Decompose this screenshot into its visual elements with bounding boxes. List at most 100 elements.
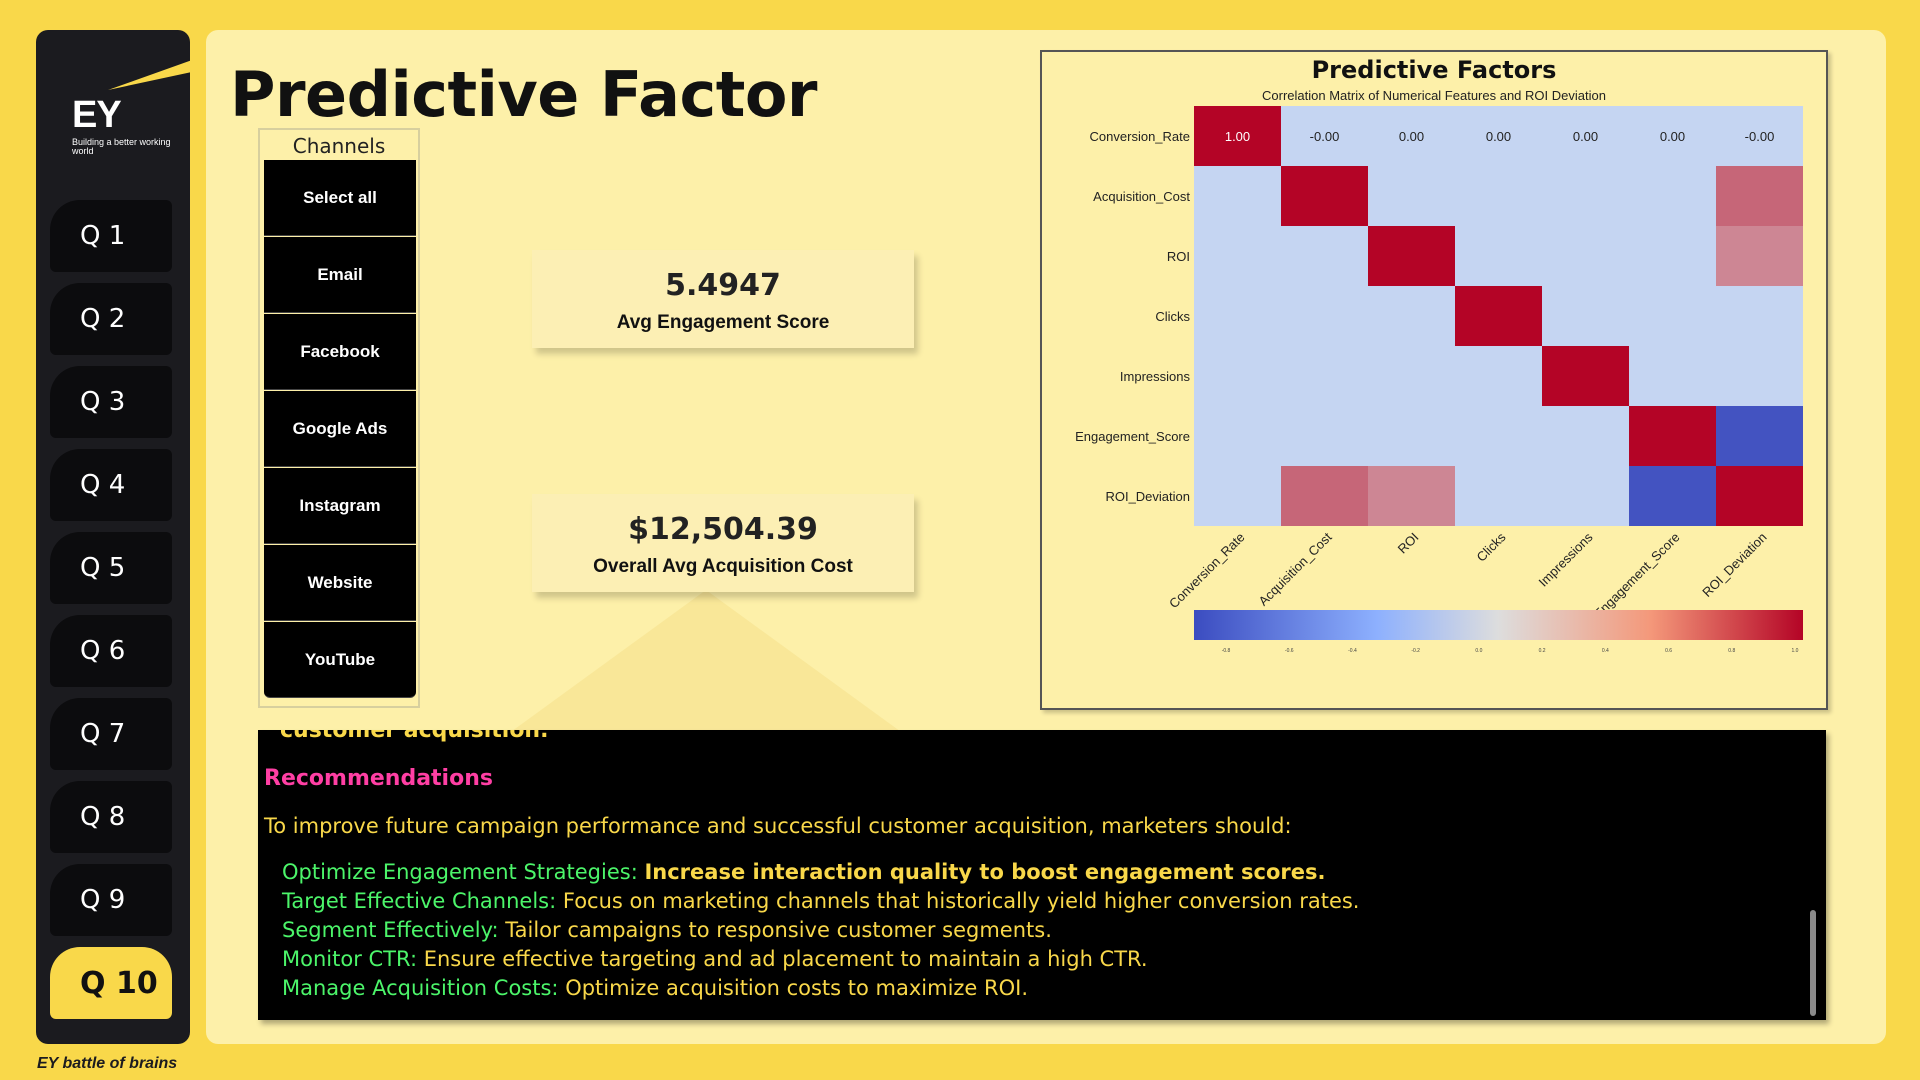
- row-label: ROI_Deviation: [1105, 489, 1190, 504]
- recommendation-text: Increase interaction quality to boost en…: [644, 860, 1326, 884]
- slicer-item-google-ads[interactable]: Google Ads: [264, 391, 416, 467]
- heatmap-cell: [1368, 106, 1455, 166]
- col-label: Acquisition_Cost: [1256, 529, 1335, 608]
- footer-tagline: EY battle of brains: [37, 1055, 178, 1072]
- heatmap-cell: [1194, 346, 1281, 406]
- heatmap-cell: [1368, 166, 1455, 226]
- cell-annotation: -0.00: [1310, 129, 1340, 144]
- heatmap-cell: [1281, 226, 1368, 286]
- nav-item-q5[interactable]: Q 5: [50, 532, 172, 604]
- heatmap-cell: [1368, 226, 1455, 286]
- slicer-item-website[interactable]: Website: [264, 545, 416, 621]
- logo-beam-icon: [108, 60, 190, 90]
- heatmap-cell: [1716, 106, 1803, 166]
- heatmap-cell: [1716, 166, 1803, 226]
- slicer-item-youtube[interactable]: YouTube: [264, 622, 416, 698]
- heatmap-cell: [1194, 106, 1281, 166]
- heatmap-cell: [1629, 106, 1716, 166]
- heatmap-cell: [1629, 226, 1716, 286]
- recommendation-item: Target Effective Channels: Focus on mark…: [282, 889, 1359, 913]
- row-label: Impressions: [1120, 369, 1191, 384]
- heatmap-cell: [1542, 106, 1629, 166]
- recommendation-text: Optimize acquisition costs to maximize R…: [565, 976, 1029, 1000]
- heatmap-cell: [1542, 346, 1629, 406]
- col-label: ROI_Deviation: [1699, 530, 1769, 600]
- colorbar-tick: 0.0: [1475, 648, 1482, 654]
- notes-heading: Recommendations: [264, 766, 493, 791]
- chart-title: Predictive Factors: [1312, 56, 1557, 84]
- heatmap-cell: [1194, 286, 1281, 346]
- recommendations-panel[interactable]: customer acquisition. Recommendations To…: [258, 730, 1826, 1020]
- slicer-item-facebook[interactable]: Facebook: [264, 314, 416, 390]
- heatmap-card: Predictive Factors Correlation Matrix of …: [1040, 50, 1828, 710]
- heatmap-cell: [1455, 346, 1542, 406]
- heatmap-cell: [1281, 466, 1368, 526]
- recommendation-text: Tailor campaigns to responsive customer …: [505, 918, 1052, 942]
- nav-item-q3[interactable]: Q 3: [50, 366, 172, 438]
- slicer-item-select-all[interactable]: Select all: [264, 160, 416, 236]
- colorbar-tick: -0.2: [1411, 648, 1420, 654]
- channels-slicer: Channels Select all Email Facebook Google A…: [258, 128, 420, 708]
- heatmap-cell: [1455, 106, 1542, 166]
- notes-scrollbar[interactable]: [1810, 910, 1816, 1016]
- nav-item-q8[interactable]: Q 8: [50, 781, 172, 853]
- recommendation-key: Segment Effectively:: [282, 918, 499, 942]
- notes-cut-text: customer acquisition.: [280, 730, 549, 743]
- heatmap-cell: [1368, 406, 1455, 466]
- heatmap-cell: [1629, 346, 1716, 406]
- recommendation-item: Monitor CTR: Ensure effective targeting …: [282, 947, 1148, 971]
- row-label: Clicks: [1155, 309, 1190, 324]
- col-label: Engagement_Score: [1591, 530, 1683, 622]
- row-label: Acquisition_Cost: [1093, 189, 1190, 204]
- col-label: Conversion_Rate: [1166, 530, 1248, 612]
- heatmap-cell: [1194, 226, 1281, 286]
- heatmap-cell: [1194, 466, 1281, 526]
- heatmap-cell: [1629, 286, 1716, 346]
- colorbar-tick: 0.8: [1728, 648, 1735, 654]
- heatmap-cell: [1629, 406, 1716, 466]
- recommendation-key: Target Effective Channels:: [282, 889, 557, 913]
- heatmap-chart: Predictive Factors Correlation Matrix of …: [1075, 56, 1803, 654]
- nav-item-q10[interactable]: Q 10: [50, 947, 172, 1019]
- heatmap-cell: [1194, 406, 1281, 466]
- recommendation-item: Segment Effectively: Tailor campaigns to…: [282, 918, 1052, 942]
- recommendation-key: Monitor CTR:: [282, 947, 418, 971]
- colorbar-tick: 1.0: [1792, 648, 1799, 654]
- nav-item-q2[interactable]: Q 2: [50, 283, 172, 355]
- recommendation-item: Optimize Engagement Strategies: Increase…: [282, 860, 1325, 884]
- slicer-title: Channels: [292, 134, 386, 158]
- kpi-value: 5.4947: [665, 268, 781, 303]
- heatmap-cell: [1542, 226, 1629, 286]
- kpi-card-acquisition-cost: $12,504.39 Overall Avg Acquisition Cost: [532, 494, 914, 592]
- cell-annotation: -0.00: [1745, 129, 1775, 144]
- nav-item-q1[interactable]: Q 1: [50, 200, 172, 272]
- heatmap-cell: [1281, 106, 1368, 166]
- slicer-item-email[interactable]: Email: [264, 237, 416, 313]
- main-panel: Predictive Factor Channels Select all Ema…: [206, 30, 1886, 1044]
- kpi-value: $12,504.39: [628, 512, 818, 547]
- colorbar-tick: 0.6: [1665, 648, 1672, 654]
- logo-text: EY: [72, 94, 122, 136]
- nav-item-q6[interactable]: Q 6: [50, 615, 172, 687]
- row-label: Engagement_Score: [1075, 429, 1190, 444]
- kpi-label: Avg Engagement Score: [616, 312, 830, 333]
- recommendation-text: Ensure effective targeting and ad placem…: [423, 947, 1148, 971]
- recommendation-key: Manage Acquisition Costs:: [282, 976, 559, 1000]
- nav-item-q9[interactable]: Q 9: [50, 864, 172, 936]
- nav-item-q7[interactable]: Q 7: [50, 698, 172, 770]
- slicer-item-instagram[interactable]: Instagram: [264, 468, 416, 544]
- col-label: Clicks: [1473, 529, 1508, 564]
- background-decoration: [486, 590, 926, 750]
- heatmap-cell: [1455, 226, 1542, 286]
- nav-item-q4[interactable]: Q 4: [50, 449, 172, 521]
- heatmap-cell: [1542, 166, 1629, 226]
- colorbar-tick: 0.2: [1539, 648, 1546, 654]
- heatmap-cell: [1368, 286, 1455, 346]
- notes-intro: To improve future campaign performance a…: [264, 814, 1292, 838]
- kpi-label: Overall Avg Acquisition Cost: [593, 556, 853, 577]
- chart-subtitle: Correlation Matrix of Numerical Features…: [1262, 88, 1606, 103]
- heatmap-cell: [1542, 286, 1629, 346]
- heatmap-cell: [1281, 166, 1368, 226]
- heatmap-cell: [1455, 406, 1542, 466]
- heatmap-cell: [1629, 166, 1716, 226]
